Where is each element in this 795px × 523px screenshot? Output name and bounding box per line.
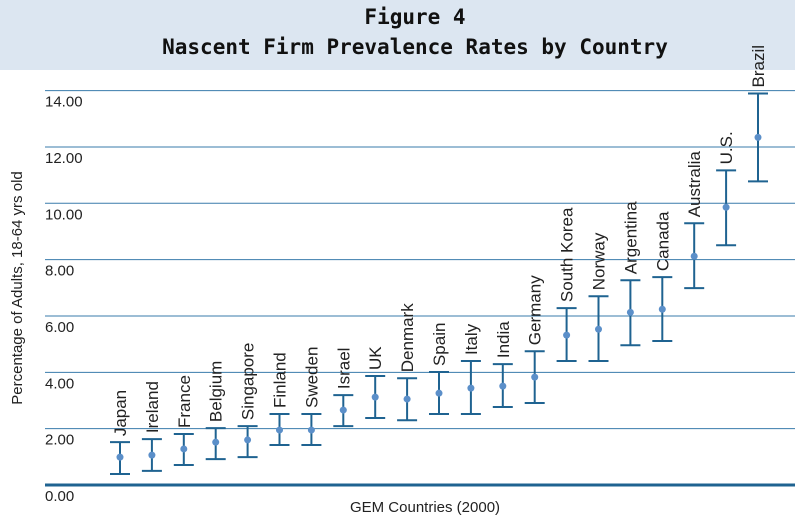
point [626, 308, 634, 316]
point [467, 384, 475, 392]
y-tick-label: 8.00 [45, 263, 74, 280]
point [595, 325, 602, 333]
x-tick-label: Argentina [621, 201, 640, 274]
x-tick-label: Norway [590, 232, 609, 290]
x-tick-label: Finland [271, 352, 290, 408]
chart-subtitle: Nascent Firm Prevalence Rates by Country [162, 35, 668, 59]
x-tick-label: Japan [111, 390, 130, 436]
x-tick-label: UK [366, 346, 385, 370]
y-axis-label: Percentage of Adults, 18-64 yrs old [9, 171, 26, 404]
x-tick-label: Italy [462, 323, 481, 355]
point [435, 389, 443, 397]
point [339, 406, 347, 414]
x-tick-label: Canada [653, 211, 672, 271]
y-tick-label: 10.00 [45, 206, 83, 223]
x-tick-label: South Korea [558, 207, 577, 302]
x-tick-label: Ireland [143, 381, 162, 433]
x-tick-label: Denmark [398, 303, 417, 372]
x-tick-label: France [175, 375, 194, 428]
y-tick-label: 4.00 [45, 375, 74, 392]
x-tick-label: Israel [334, 348, 353, 390]
x-tick-label: Germany [526, 275, 545, 345]
point [658, 305, 666, 313]
y-tick-label: 0.00 [45, 488, 74, 505]
x-tick-label: Brazil [749, 45, 768, 88]
x-tick-label: India [494, 321, 513, 358]
point [531, 373, 539, 381]
x-tick-label: Singapore [239, 343, 258, 421]
point [276, 426, 283, 434]
x-tick-label: Spain [430, 323, 449, 366]
point [212, 438, 220, 446]
point [563, 331, 571, 339]
point [116, 453, 124, 461]
x-axis-label: GEM Countries (2000) [350, 499, 500, 516]
point [722, 203, 730, 211]
point [307, 426, 315, 434]
chart-title: Figure 4 [364, 5, 465, 29]
point [690, 252, 698, 260]
y-tick-label: 2.00 [45, 432, 74, 449]
x-tick-label: Belgium [207, 361, 226, 422]
point [403, 395, 411, 403]
point [244, 436, 252, 444]
y-tick-label: 12.00 [45, 150, 83, 167]
point [371, 393, 379, 401]
y-tick-label: 14.00 [45, 94, 83, 111]
title-banner [0, 0, 795, 70]
point [180, 445, 188, 453]
x-tick-label: U.S. [717, 131, 736, 164]
x-tick-label: Sweden [302, 347, 321, 408]
y-tick-label: 6.00 [45, 319, 74, 336]
x-tick-label: Australia [685, 151, 704, 218]
point [499, 382, 507, 390]
point [754, 133, 762, 141]
point [148, 451, 156, 459]
